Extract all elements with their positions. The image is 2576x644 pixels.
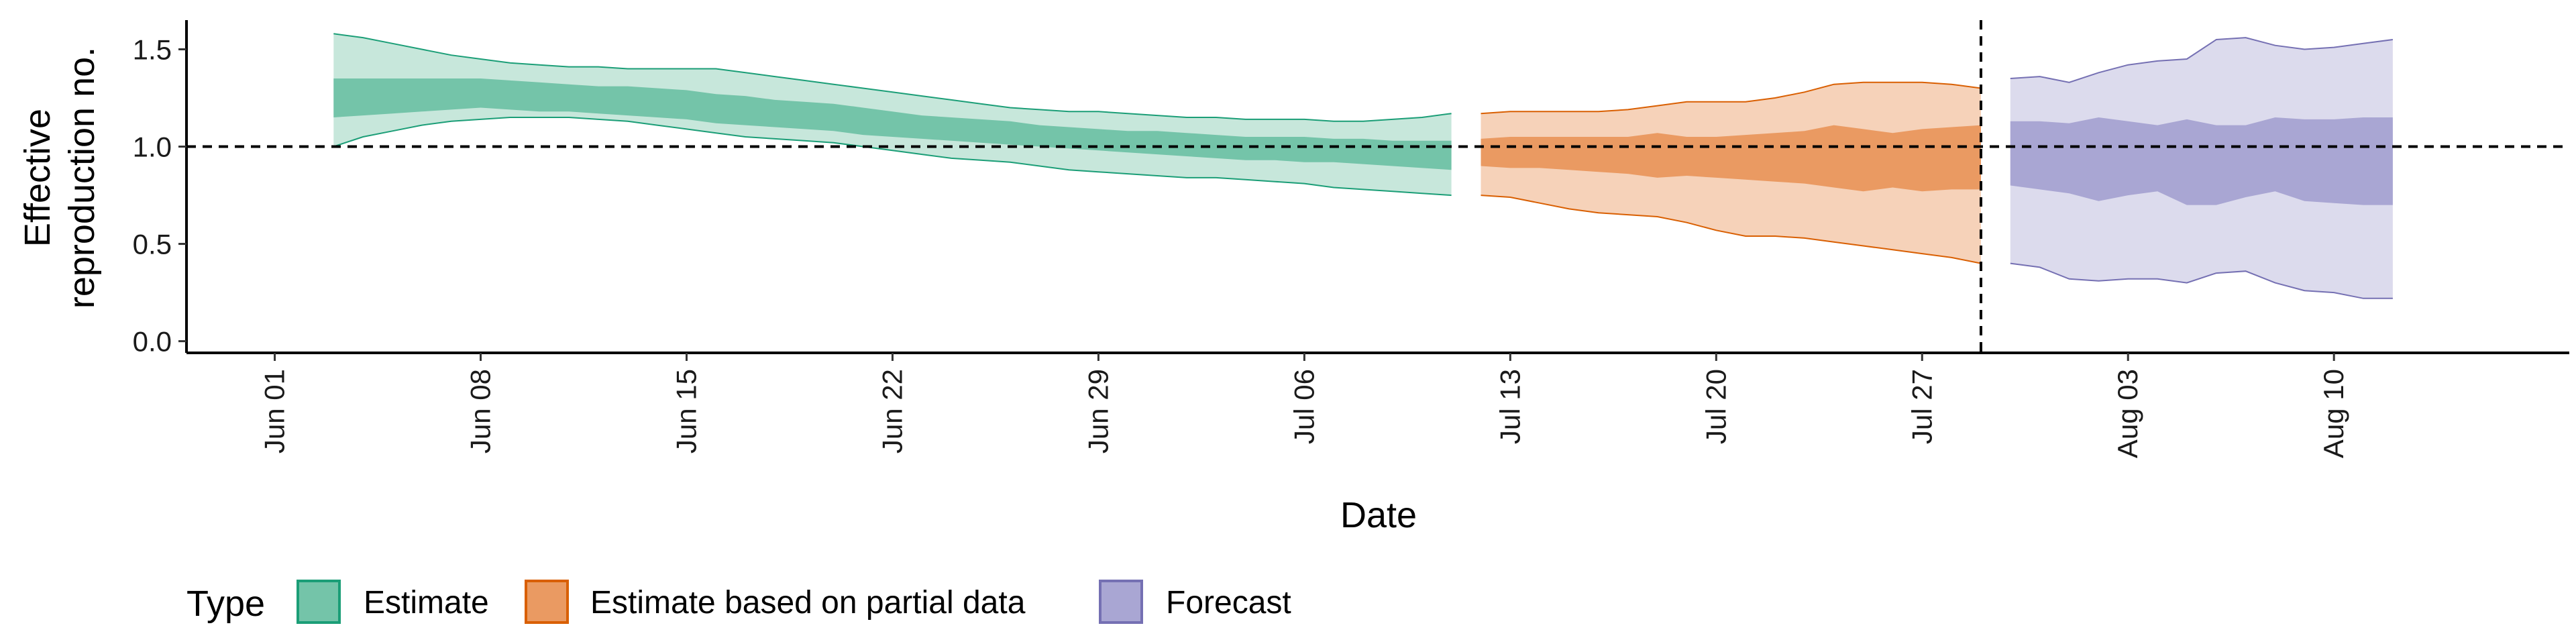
axis-titles: Date Effective reproduction no. (17, 47, 1417, 535)
legend-label-estimate: Estimate (364, 585, 489, 621)
legend-label-forecast: Forecast (1166, 585, 1291, 621)
x-tick-label: Jul 06 (1288, 369, 1320, 444)
legend-key-partial (525, 580, 569, 624)
y-tick-label: 0.5 (133, 229, 172, 260)
x-tick-label: Jun 15 (671, 369, 702, 453)
legend: Type Estimate Estimate based on partial … (186, 580, 1291, 624)
band-inner-forecast (2010, 117, 2393, 205)
band-lower-edge-estimate (333, 117, 1452, 197)
legend-key-forecast (1099, 580, 1143, 624)
x-tick-label: Jun 22 (876, 369, 908, 453)
x-tick-label: Jun 01 (259, 369, 290, 453)
band-upper-edge-estimate (333, 33, 1452, 122)
legend-label-partial: Estimate based on partial data (590, 585, 1026, 621)
reference-lines (186, 20, 2569, 353)
x-tick-label: Jul 20 (1700, 369, 1731, 444)
x-tick-label: Aug 03 (2112, 369, 2143, 458)
tick-labels: 0.0 0.5 1.0 1.5 Jun 01 Jun 08 Jun 15 Jun 22 Jun … (133, 34, 2350, 459)
band-inner-estimate-based-on-partial-data (1481, 125, 1981, 192)
band-upper-edge-estimate-based-on-partial-data (1481, 81, 1982, 115)
x-axis-title: Date (1340, 495, 1417, 535)
band-lower-edge-forecast (2010, 262, 2393, 299)
legend-key-estimate (297, 580, 341, 624)
x-tick-label: Jul 27 (1906, 369, 1937, 444)
y-tick-label: 0.0 (133, 326, 172, 358)
y-axis-title-line-1: Effective (17, 109, 58, 247)
y-axis-title-line-2: reproduction no. (62, 47, 102, 309)
x-tick-label: Jun 29 (1082, 369, 1114, 453)
axes (178, 20, 2569, 361)
x-tick-label: Jun 08 (465, 369, 496, 453)
y-tick-label: 1.5 (133, 34, 172, 66)
legend-title: Type (186, 584, 265, 624)
band-upper-edge-forecast (2010, 37, 2394, 83)
x-tick-label: Aug 10 (2318, 369, 2349, 458)
y-tick-label: 1.0 (133, 131, 172, 163)
band-lower-edge-estimate-based-on-partial-data (1481, 195, 1982, 264)
uncertainty-bands (333, 33, 2394, 299)
x-tick-label: Jul 13 (1494, 369, 1525, 444)
